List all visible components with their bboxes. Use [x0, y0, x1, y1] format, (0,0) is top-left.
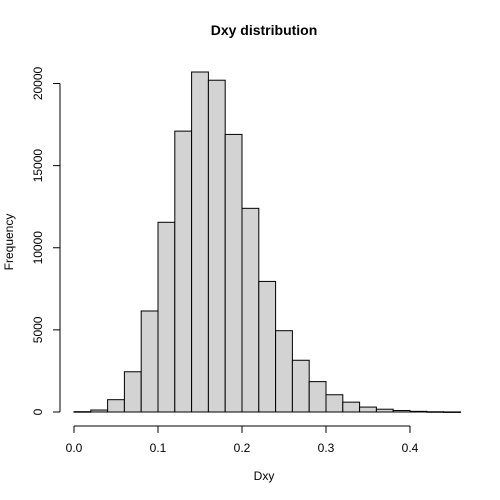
x-axis-label: Dxy [254, 469, 275, 483]
histogram-bar [157, 221, 176, 413]
histogram-bar [207, 79, 226, 413]
y-tick-label: 15000 [31, 149, 45, 183]
histogram-bar [241, 207, 260, 413]
x-tick-label: 0.2 [234, 441, 251, 455]
histogram-bar [191, 71, 209, 413]
x-tick-label: 0.0 [66, 441, 83, 455]
y-axis: 0 5000 10000 15000 20000 [31, 66, 61, 415]
y-tick-label: 5000 [31, 316, 45, 343]
chart-title: Dxy distribution [211, 22, 318, 38]
histogram-bar [258, 280, 277, 413]
x-axis: 0.0 0.1 0.2 0.3 0.4 [66, 425, 419, 455]
histogram-bar [409, 410, 428, 413]
y-tick-label: 20000 [31, 66, 45, 100]
histogram-bar [325, 394, 344, 413]
histogram-bar [73, 411, 92, 413]
y-axis-label: Frequency [2, 214, 16, 271]
histogram-bar [342, 401, 361, 413]
histogram-bars [73, 71, 461, 413]
histogram-bar [140, 310, 159, 413]
histogram-bar [275, 330, 293, 413]
x-tick-label: 0.1 [150, 441, 167, 455]
x-tick-label: 0.3 [318, 441, 335, 455]
histogram-bar [308, 381, 327, 413]
histogram-bar [291, 359, 310, 413]
histogram-bar [107, 399, 125, 413]
y-tick-label: 0 [31, 408, 45, 415]
histogram-bar [174, 130, 193, 413]
histogram-bar [375, 408, 394, 413]
histogram-bar [426, 411, 445, 413]
histogram-bar [359, 406, 377, 413]
histogram-bar [224, 133, 243, 413]
histogram-bar [90, 409, 109, 413]
histogram-bar [123, 371, 142, 413]
y-tick-label: 10000 [31, 231, 45, 265]
histogram-bar [392, 410, 411, 413]
histogram-bar [443, 411, 461, 413]
x-tick-label: 0.4 [402, 441, 419, 455]
